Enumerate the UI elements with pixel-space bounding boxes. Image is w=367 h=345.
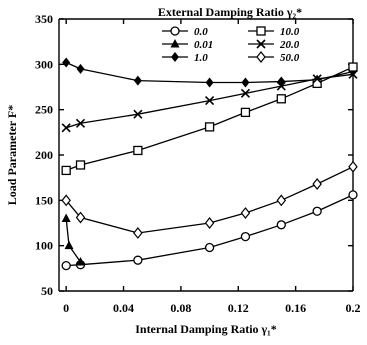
- y-tick-label: 100: [35, 239, 53, 253]
- data-point: [204, 242, 215, 253]
- data-point: [75, 160, 86, 170]
- y-tick-label: 150: [35, 193, 53, 207]
- data-point: [133, 227, 143, 239]
- data-point: [312, 206, 322, 216]
- data-point: [276, 94, 286, 104]
- data-point: [348, 62, 358, 72]
- x-tick-label: 0: [63, 301, 69, 315]
- data-point: [276, 194, 287, 207]
- data-point: [75, 211, 86, 224]
- data-point: [133, 75, 142, 86]
- series-50-0: [61, 160, 358, 239]
- data-point: [204, 217, 215, 229]
- series-20-0: [61, 69, 358, 133]
- data-point: [133, 109, 143, 119]
- legend-label: 0.01: [194, 39, 213, 51]
- data-point: [348, 69, 358, 79]
- data-point: [61, 165, 71, 176]
- legend: 0.00.011.0 10.020.050.0: [162, 26, 300, 64]
- data-point: [61, 213, 71, 222]
- series-0-0: [61, 190, 358, 271]
- data-point: [312, 74, 322, 84]
- x-tick-label: 0.12: [228, 301, 249, 315]
- data-point: [62, 57, 71, 68]
- y-tick-label: 250: [35, 103, 53, 117]
- legend-entry: 0.01: [162, 39, 213, 51]
- data-point: [240, 207, 251, 219]
- legend-entry: 1.0: [162, 52, 208, 64]
- legend-marker: [170, 39, 180, 48]
- data-point: [348, 190, 358, 200]
- legend-marker: [171, 52, 179, 62]
- series-line: [65, 66, 354, 172]
- data-point: [276, 81, 286, 91]
- series-line: [66, 194, 354, 267]
- data-point: [133, 255, 143, 265]
- data-point: [276, 220, 286, 230]
- y-tick-label: 300: [35, 57, 53, 71]
- data-point: [61, 260, 71, 271]
- data-point: [61, 123, 71, 133]
- legend-marker: [256, 51, 266, 63]
- data-point: [240, 231, 251, 242]
- x-tick-label: 0.08: [170, 301, 191, 315]
- data-point: [76, 63, 85, 74]
- data-point: [241, 77, 250, 88]
- legend-entry: 0.0: [162, 26, 208, 38]
- data-point: [75, 118, 86, 128]
- series-0-01: [61, 213, 86, 266]
- legend-entry: 10.0: [248, 26, 300, 38]
- data-point: [64, 240, 74, 250]
- legend-label: 50.0: [280, 52, 300, 64]
- legend-entry: 20.0: [248, 39, 300, 51]
- legend-label: 20.0: [279, 39, 300, 51]
- legend-marker: [170, 26, 180, 36]
- axis-tick-labels: 0 0.04 0.08 0.12 0.16 0.2 50 100 150 200 250 300 350: [35, 12, 361, 315]
- series-line: [65, 166, 354, 234]
- series-line: [65, 73, 354, 129]
- x-axis-label: Internal Damping Ratio γ₁*: [135, 322, 277, 336]
- data-point: [61, 194, 71, 207]
- legend-label: 1.0: [194, 52, 208, 64]
- data-point: [204, 122, 215, 132]
- legend-marker: [256, 39, 266, 49]
- legend-label: 10.0: [280, 26, 300, 38]
- axis-ticks: [59, 18, 354, 292]
- data-point: [240, 107, 251, 118]
- legend-entry: 50.0: [248, 51, 300, 64]
- data-point: [312, 178, 322, 190]
- data-point: [205, 96, 215, 106]
- x-tick-label: 0.2: [346, 301, 361, 315]
- y-tick-label: 200: [35, 148, 53, 162]
- y-tick-label: 350: [35, 12, 53, 26]
- legend-label: 0.0: [194, 26, 208, 38]
- y-tick-label: 50: [41, 284, 53, 298]
- y-axis-label: Load Parameter F*: [5, 105, 19, 205]
- data-point: [348, 160, 358, 173]
- legend-marker: [256, 26, 266, 36]
- series-10-0: [61, 62, 358, 176]
- data-point: [240, 88, 251, 98]
- data-point: [205, 77, 214, 88]
- x-tick-label: 0.04: [113, 301, 134, 315]
- x-tick-label: 0.16: [285, 301, 306, 315]
- data-point: [133, 145, 143, 156]
- data-point: [76, 256, 86, 266]
- series-line: [65, 218, 82, 263]
- series-layer: [61, 57, 358, 271]
- chart-title: External Damping Ratio γ₂*: [158, 5, 302, 19]
